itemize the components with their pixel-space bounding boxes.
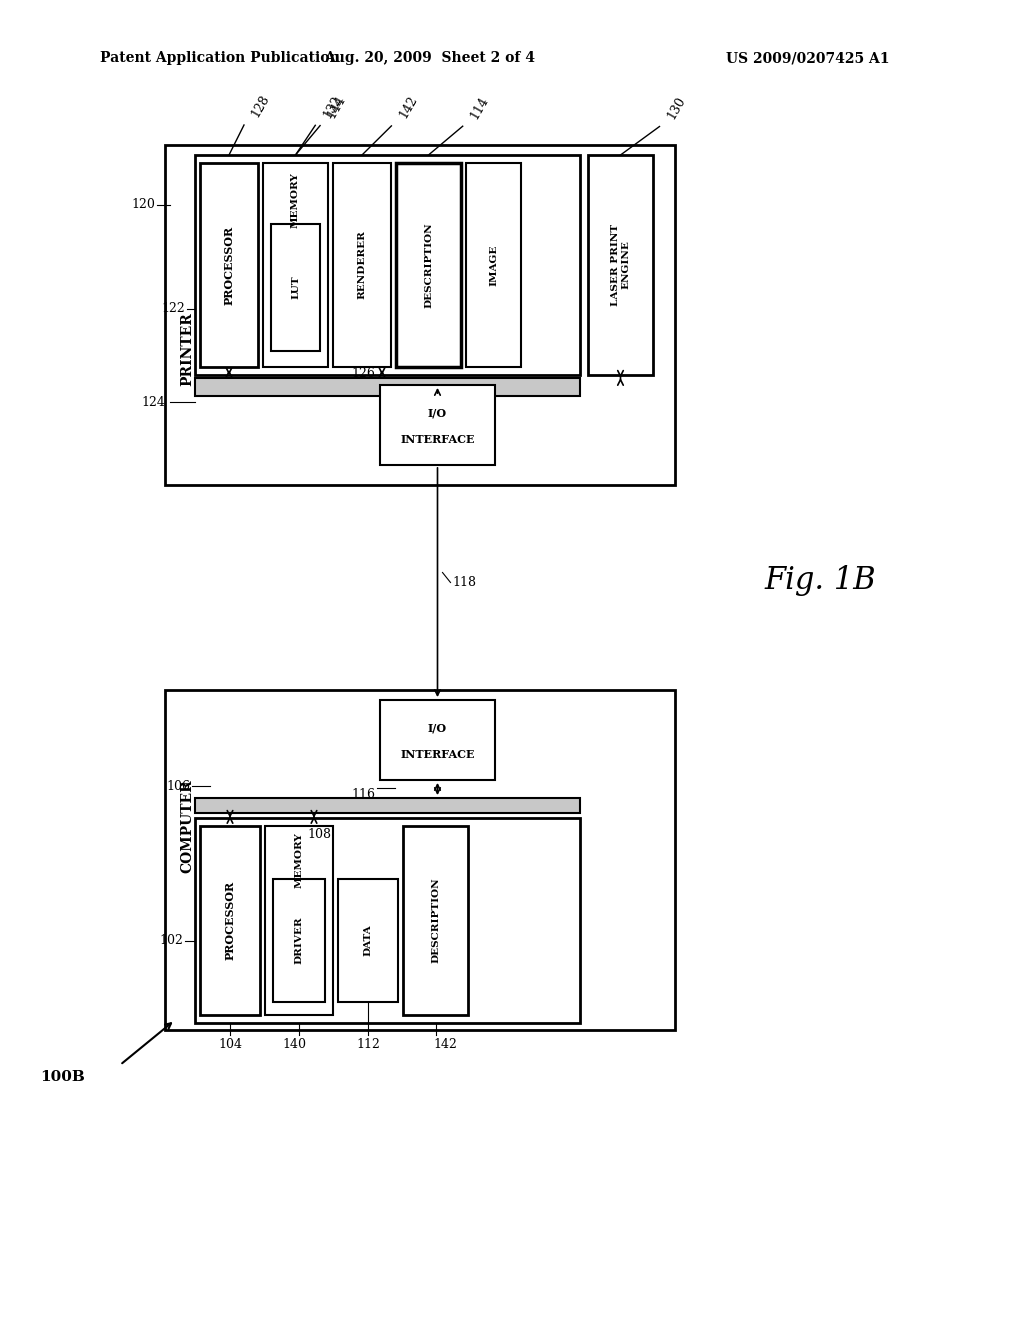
Bar [195, 818, 580, 1023]
Bar [271, 224, 319, 351]
Text: DATA: DATA [364, 924, 373, 956]
Bar [165, 690, 675, 1030]
Text: DESCRIPTION: DESCRIPTION [431, 878, 440, 964]
Text: 116: 116 [351, 788, 375, 801]
Bar [396, 162, 461, 367]
Bar [273, 879, 325, 1002]
Text: 118: 118 [453, 576, 476, 589]
Text: 104: 104 [218, 1038, 242, 1051]
Text: PROCESSOR: PROCESSOR [224, 880, 236, 960]
Text: 128: 128 [249, 92, 272, 120]
Bar [265, 826, 333, 1015]
Text: 100B: 100B [40, 1071, 85, 1084]
Text: MEMORY: MEMORY [295, 832, 303, 888]
Text: DRIVER: DRIVER [295, 916, 303, 964]
Text: 142: 142 [396, 94, 420, 121]
Bar [200, 162, 258, 367]
Text: Fig. 1B: Fig. 1B [764, 565, 876, 595]
Text: US 2009/0207425 A1: US 2009/0207425 A1 [726, 51, 890, 65]
Text: IMAGE: IMAGE [489, 244, 498, 285]
Text: 102: 102 [159, 935, 183, 948]
Text: LASER PRINT
ENGINE: LASER PRINT ENGINE [610, 224, 630, 306]
Text: INTERFACE: INTERFACE [400, 748, 475, 760]
Text: Patent Application Publication: Patent Application Publication [100, 51, 340, 65]
Bar [195, 378, 580, 396]
Text: 108: 108 [307, 828, 331, 841]
Text: PRINTER: PRINTER [180, 312, 194, 385]
Text: 130: 130 [665, 94, 688, 121]
Text: COMPUTER: COMPUTER [180, 779, 194, 873]
Text: 140: 140 [282, 1038, 306, 1051]
Text: 124: 124 [141, 396, 165, 408]
Text: 114: 114 [468, 94, 490, 121]
Text: 122: 122 [161, 302, 185, 315]
Text: RENDERER: RENDERER [357, 231, 367, 300]
Bar [338, 879, 398, 1002]
Text: PROCESSOR: PROCESSOR [223, 226, 234, 305]
Text: LUT: LUT [291, 276, 300, 300]
Text: DESCRIPTION: DESCRIPTION [424, 222, 433, 308]
Text: 120: 120 [131, 198, 155, 211]
Bar [403, 826, 468, 1015]
Text: MEMORY: MEMORY [291, 172, 300, 227]
Bar [195, 154, 580, 375]
Text: 106: 106 [166, 780, 190, 792]
Bar [263, 162, 328, 367]
Bar [333, 162, 391, 367]
Text: 132: 132 [321, 94, 343, 120]
Bar [195, 799, 580, 813]
Bar [380, 700, 495, 780]
Text: I/O: I/O [428, 408, 447, 418]
Text: I/O: I/O [428, 722, 447, 734]
Bar [200, 826, 260, 1015]
Bar [466, 162, 521, 367]
Bar [165, 145, 675, 484]
Text: 112: 112 [356, 1038, 380, 1051]
Text: Aug. 20, 2009  Sheet 2 of 4: Aug. 20, 2009 Sheet 2 of 4 [325, 51, 536, 65]
Bar [380, 385, 495, 465]
Bar [588, 154, 653, 375]
Text: 126: 126 [351, 367, 375, 380]
Text: INTERFACE: INTERFACE [400, 434, 475, 445]
Text: 142: 142 [433, 1038, 458, 1051]
Text: 144: 144 [325, 94, 348, 120]
